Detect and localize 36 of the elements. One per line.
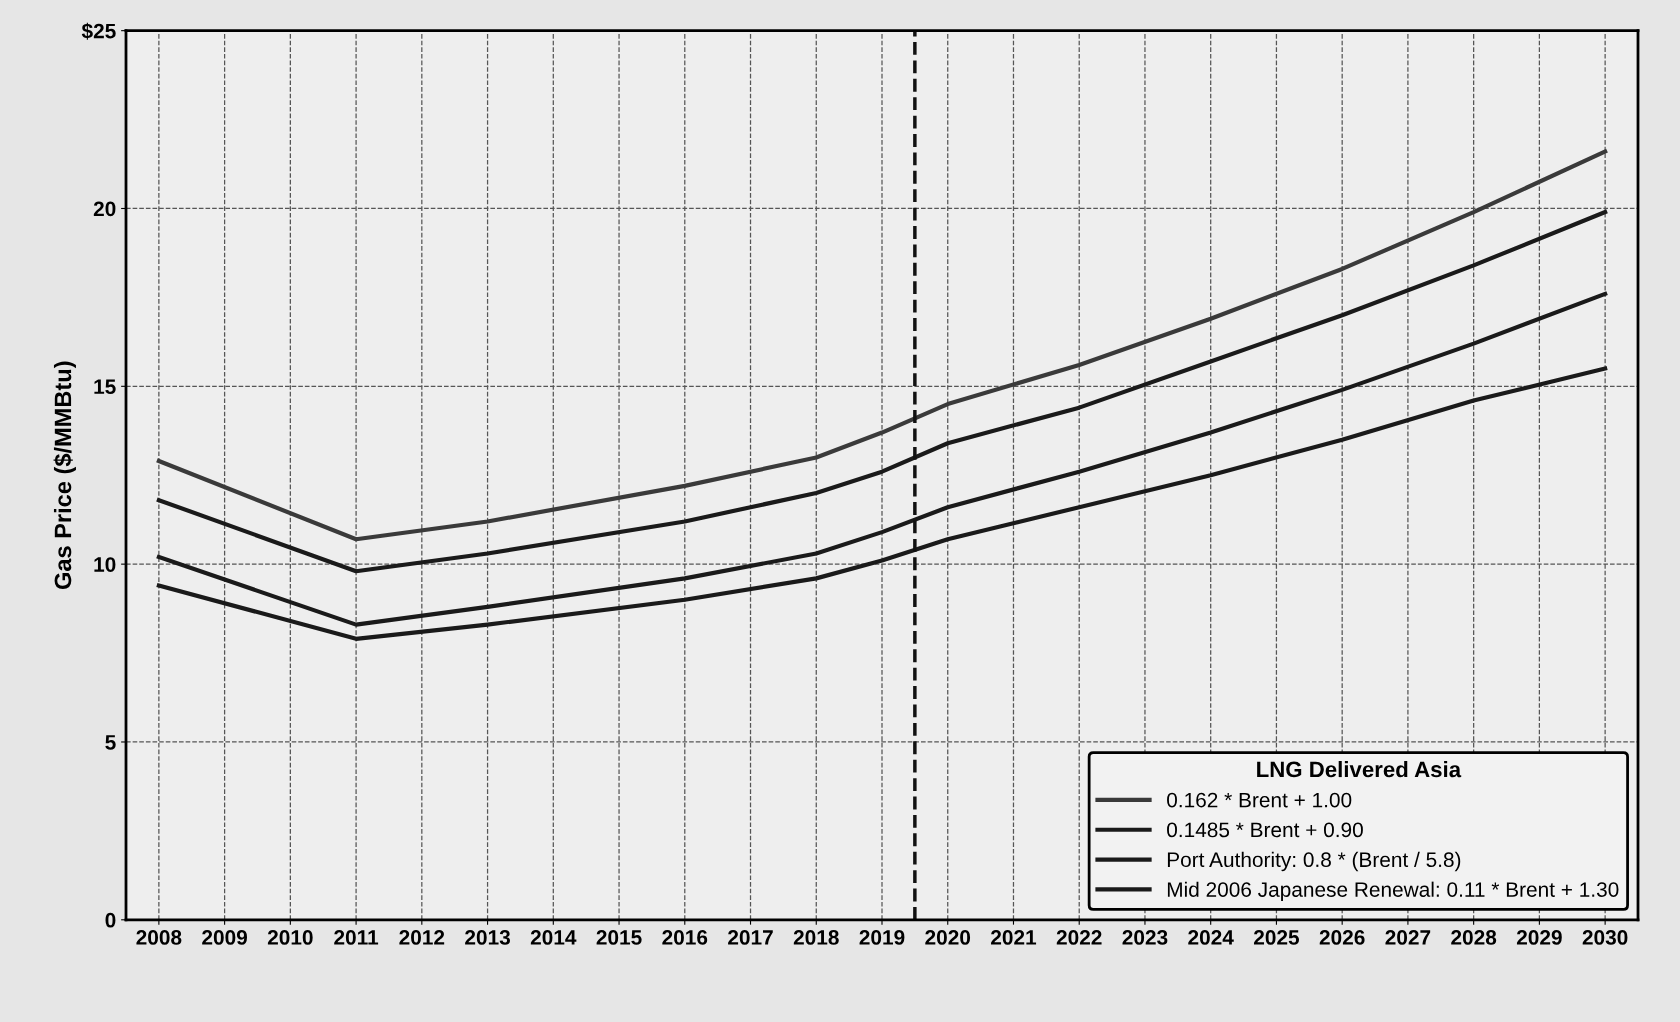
legend-label: 0.1485 * Brent + 0.90: [1167, 822, 1363, 838]
x-tick-label: 2016: [662, 930, 708, 945]
x-tick-label: 2015: [596, 930, 642, 945]
y-tick-label: 0: [105, 912, 116, 928]
y-tick-label: 5: [105, 735, 116, 750]
legend-title: LNG Delivered Asia: [1257, 760, 1462, 778]
y-axis-title: Gas Price ($/MMBtu): [53, 361, 76, 590]
x-tick-label: 2011: [334, 930, 379, 945]
legend-label: Mid 2006 Japanese Renewal: 0.11 * Brent + 1.30: [1167, 881, 1619, 902]
x-tick-label: 2022: [1056, 930, 1102, 945]
x-tick-label: 2021: [991, 930, 1037, 945]
y-tick-label: 10: [94, 557, 116, 572]
y-tick-label: 15: [94, 379, 116, 395]
x-tick-label: 2029: [1516, 930, 1562, 945]
x-tick-label: 2020: [925, 930, 971, 945]
legend-label: Port Authority: 0.8 * (Brent / 5.8): [1167, 851, 1461, 872]
x-tick-label: 2009: [202, 930, 248, 945]
x-tick-label: 2024: [1188, 930, 1234, 945]
x-tick-label: 2012: [399, 930, 445, 945]
x-tick-label: 2026: [1319, 930, 1365, 945]
x-tick-label: 2019: [859, 930, 905, 945]
y-tick-label: $25: [81, 22, 116, 40]
x-tick-label: 2023: [1122, 930, 1168, 945]
y-tick-label: 20: [93, 201, 116, 217]
legend-label: 0.162 * Brent + 1.00: [1167, 792, 1352, 808]
x-tick-label: 2008: [136, 930, 182, 945]
x-tick-label: 2030: [1582, 930, 1628, 945]
x-tick-label: 2025: [1253, 930, 1300, 945]
line-series: [156, 149, 1608, 542]
x-tick-label: 2013: [465, 930, 510, 945]
x-tick-label: 2010: [267, 930, 313, 945]
x-tick-label: 2014: [530, 930, 577, 945]
x-tick-label: 2027: [1385, 930, 1431, 945]
x-tick-label: 2028: [1451, 930, 1497, 945]
x-tick-label: 2018: [793, 930, 839, 945]
x-tick-label: 2017: [728, 930, 773, 945]
